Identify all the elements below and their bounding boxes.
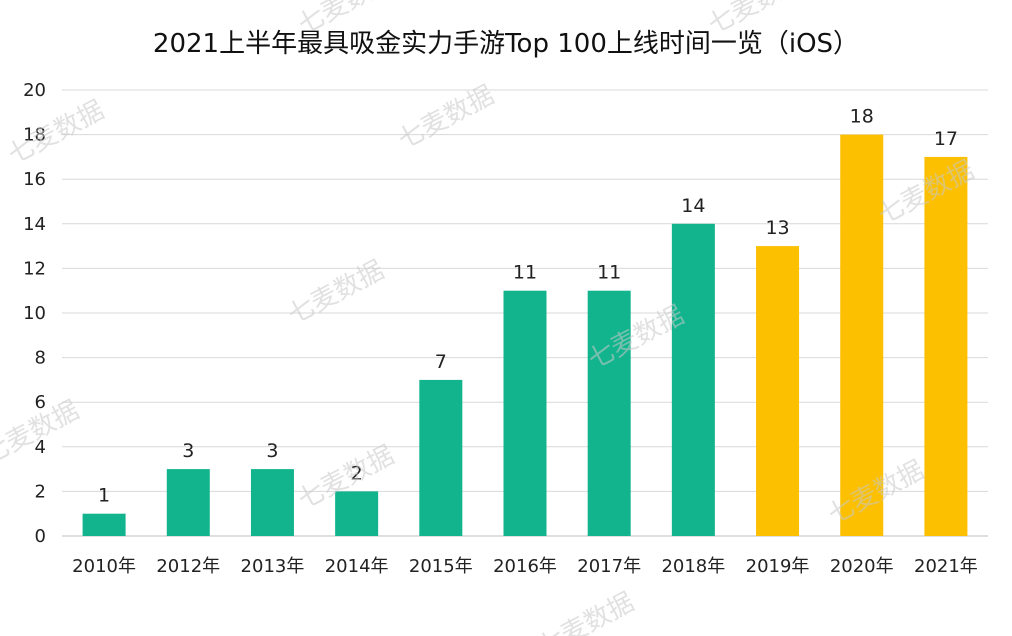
y-tick-label: 14 [23, 214, 46, 235]
bar [840, 134, 884, 536]
data-label: 11 [513, 262, 537, 284]
x-tick-label: 2010年 [72, 556, 136, 577]
x-axis-ticks: 2010年 2012年 2013年 2014年 2015年 2016年 2017年 2018年… [72, 556, 978, 577]
watermark: 七麦数据 [533, 587, 639, 636]
x-tick-label: 2015年 [409, 556, 473, 577]
y-tick-label: 12 [23, 258, 46, 279]
x-tick-label: 2018年 [661, 556, 725, 577]
y-tick-label: 10 [23, 303, 46, 324]
bar [82, 513, 126, 536]
data-label: 13 [765, 217, 789, 239]
x-tick-label: 2021年 [914, 556, 978, 577]
bar [587, 290, 631, 536]
bar [419, 379, 463, 536]
data-label: 7 [435, 351, 447, 373]
bar [503, 290, 547, 536]
bar [250, 469, 294, 536]
x-tick-label: 2017年 [577, 556, 641, 577]
data-label: 18 [850, 106, 874, 128]
bar [671, 223, 715, 537]
x-tick-label: 2020年 [830, 556, 894, 577]
bars [82, 134, 968, 537]
bar [335, 491, 379, 536]
y-tick-label: 2 [35, 481, 46, 502]
watermark: 七麦数据 [3, 95, 109, 170]
data-label: 17 [934, 128, 958, 150]
x-tick-label: 2012年 [156, 556, 220, 577]
x-tick-label: 2016年 [493, 556, 557, 577]
watermark: 七麦数据 [283, 255, 389, 330]
y-tick-label: 4 [35, 437, 46, 458]
data-label: 3 [182, 440, 194, 462]
y-tick-label: 16 [23, 169, 46, 190]
y-tick-label: 8 [35, 348, 46, 369]
bar [756, 246, 800, 536]
bar [924, 156, 968, 536]
x-tick-label: 2019年 [746, 556, 810, 577]
bar [166, 469, 210, 536]
data-label: 14 [681, 195, 705, 217]
x-tick-label: 2014年 [325, 556, 389, 577]
y-tick-label: 0 [35, 526, 46, 547]
y-tick-label: 6 [35, 392, 46, 413]
data-label: 1 [98, 485, 110, 507]
data-label: 11 [597, 262, 621, 284]
watermark: 七麦数据 [393, 80, 499, 155]
y-axis-ticks: 0 2 4 6 8 10 12 14 16 18 20 [23, 80, 46, 547]
data-label: 2 [351, 462, 363, 484]
chart-title: 2021上半年最具吸金实力手游Top 100上线时间一览（iOS） [153, 29, 859, 59]
data-label: 3 [266, 440, 278, 462]
x-tick-label: 2013年 [241, 556, 305, 577]
y-tick-label: 20 [23, 80, 46, 101]
y-tick-label: 18 [23, 125, 46, 146]
